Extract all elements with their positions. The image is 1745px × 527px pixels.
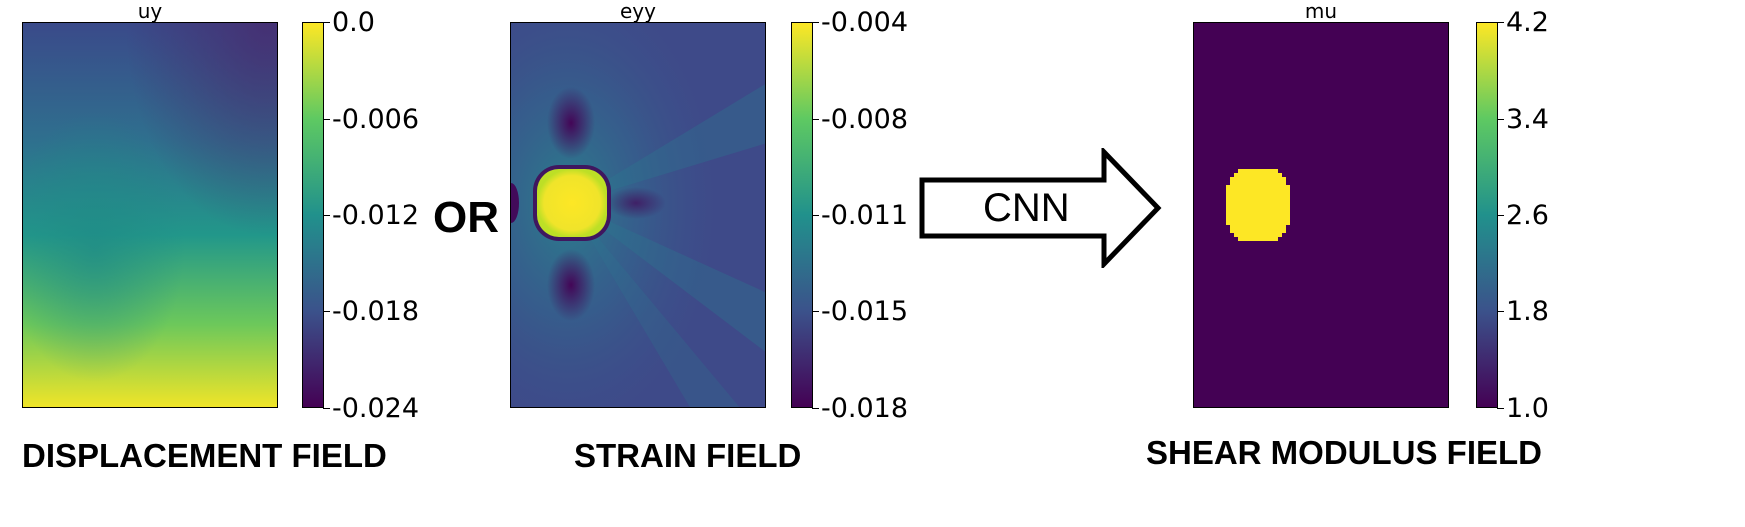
strain-tick: -0.008 [811,104,909,135]
displacement-title: uy [137,0,163,23]
shear-tick: 1.0 [1497,393,1549,424]
shear-tick: 2.6 [1497,200,1549,231]
cnn-arrow [919,148,1162,268]
strain-tick: -0.004 [811,7,909,38]
displacement-tick: -0.018 [322,296,420,327]
shear-heatmap [1193,22,1449,408]
displacement-heatmap [22,22,278,408]
strain-tick: -0.015 [811,296,909,327]
shear-tick: 4.2 [1497,7,1549,38]
displacement-caption: DISPLACEMENT FIELD [22,437,387,474]
shear-title: mu [1304,0,1338,23]
strain-tick: -0.018 [811,393,909,424]
displacement-tick: 0.0 [323,7,375,38]
strain-title: eyy [620,0,656,23]
displacement-tick: -0.006 [322,104,420,135]
shear-caption: SHEAR MODULUS FIELD [1146,434,1542,471]
cnn-label: CNN [983,186,1070,230]
displacement-colorbar [302,22,324,408]
strain-colorbar [791,22,813,408]
strain-heatmap [510,22,766,408]
displacement-tick: -0.024 [322,393,420,424]
displacement-tick: -0.012 [322,200,420,231]
strain-caption: STRAIN FIELD [574,437,802,474]
or-label: OR [433,193,499,242]
strain-tick: -0.011 [811,200,909,231]
shear-tick: 1.8 [1497,296,1549,327]
shear-tick: 3.4 [1497,104,1549,135]
shear-colorbar [1476,22,1498,408]
